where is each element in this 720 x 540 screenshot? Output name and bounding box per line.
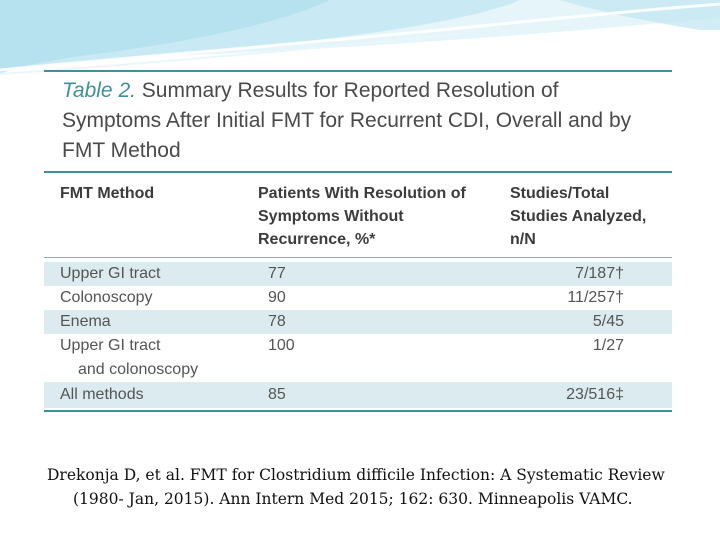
header-rule [44, 171, 672, 173]
citation: Drekonja D, et al. FMT for Clostridium d… [47, 463, 687, 511]
method-cell: Enema [60, 313, 111, 330]
table-number: Table 2. [62, 79, 136, 102]
percent-cell: 90 [268, 289, 286, 306]
citation-line-1: Drekonja D, et al. FMT for Clostridium d… [47, 466, 665, 484]
table-row: Upper GI tract 77 7/187† [44, 262, 672, 286]
table-top-rule [44, 70, 672, 72]
subheader-rule [44, 257, 672, 258]
method-cell: All methods [60, 386, 144, 403]
table-bottom-rule [44, 410, 672, 412]
studies-cell: 23/516‡ [566, 386, 624, 403]
studies-cell: 5/45 [592, 313, 624, 330]
column-header-method: FMT Method [60, 185, 155, 202]
column-header-resolution: Patients With Resolution of Symptoms Wit… [258, 185, 466, 248]
table-row: Colonoscopy 90 11/257† [44, 286, 672, 310]
percent-cell: 100 [268, 337, 295, 354]
method-cell: Colonoscopy [60, 289, 153, 306]
percent-cell: 85 [268, 386, 286, 403]
decorative-banner [0, 0, 720, 75]
method-cell-continuation: and colonoscopy [78, 361, 199, 378]
table-title-text: Summary Results for Reported Resolution … [62, 79, 632, 162]
citation-line-2: (1980- Jan, 2015). Ann Intern Med 2015; … [73, 490, 633, 508]
method-cell: Upper GI tract [60, 337, 161, 354]
method-cell: Upper GI tract [60, 265, 161, 282]
table-row: Enema 78 5/45 [44, 310, 672, 334]
table-row: All methods 85 23/516‡ [44, 382, 672, 408]
column-header-studies: Studies/Total Studies Analyzed, n/N [510, 185, 647, 248]
summary-table: Table 2. Summary Results for Reported Re… [44, 70, 672, 412]
studies-cell: 7/187† [575, 265, 624, 282]
percent-cell: 77 [268, 265, 286, 282]
table-title: Table 2. Summary Results for Reported Re… [62, 76, 662, 166]
studies-cell: 11/257† [567, 289, 624, 306]
studies-cell: 1/27 [592, 337, 624, 354]
table-body: Upper GI tract 77 7/187† Colonoscopy 90 … [44, 262, 672, 408]
percent-cell: 78 [268, 313, 286, 330]
table-row: Upper GI tract and colonoscopy 100 1/27 [44, 334, 672, 382]
